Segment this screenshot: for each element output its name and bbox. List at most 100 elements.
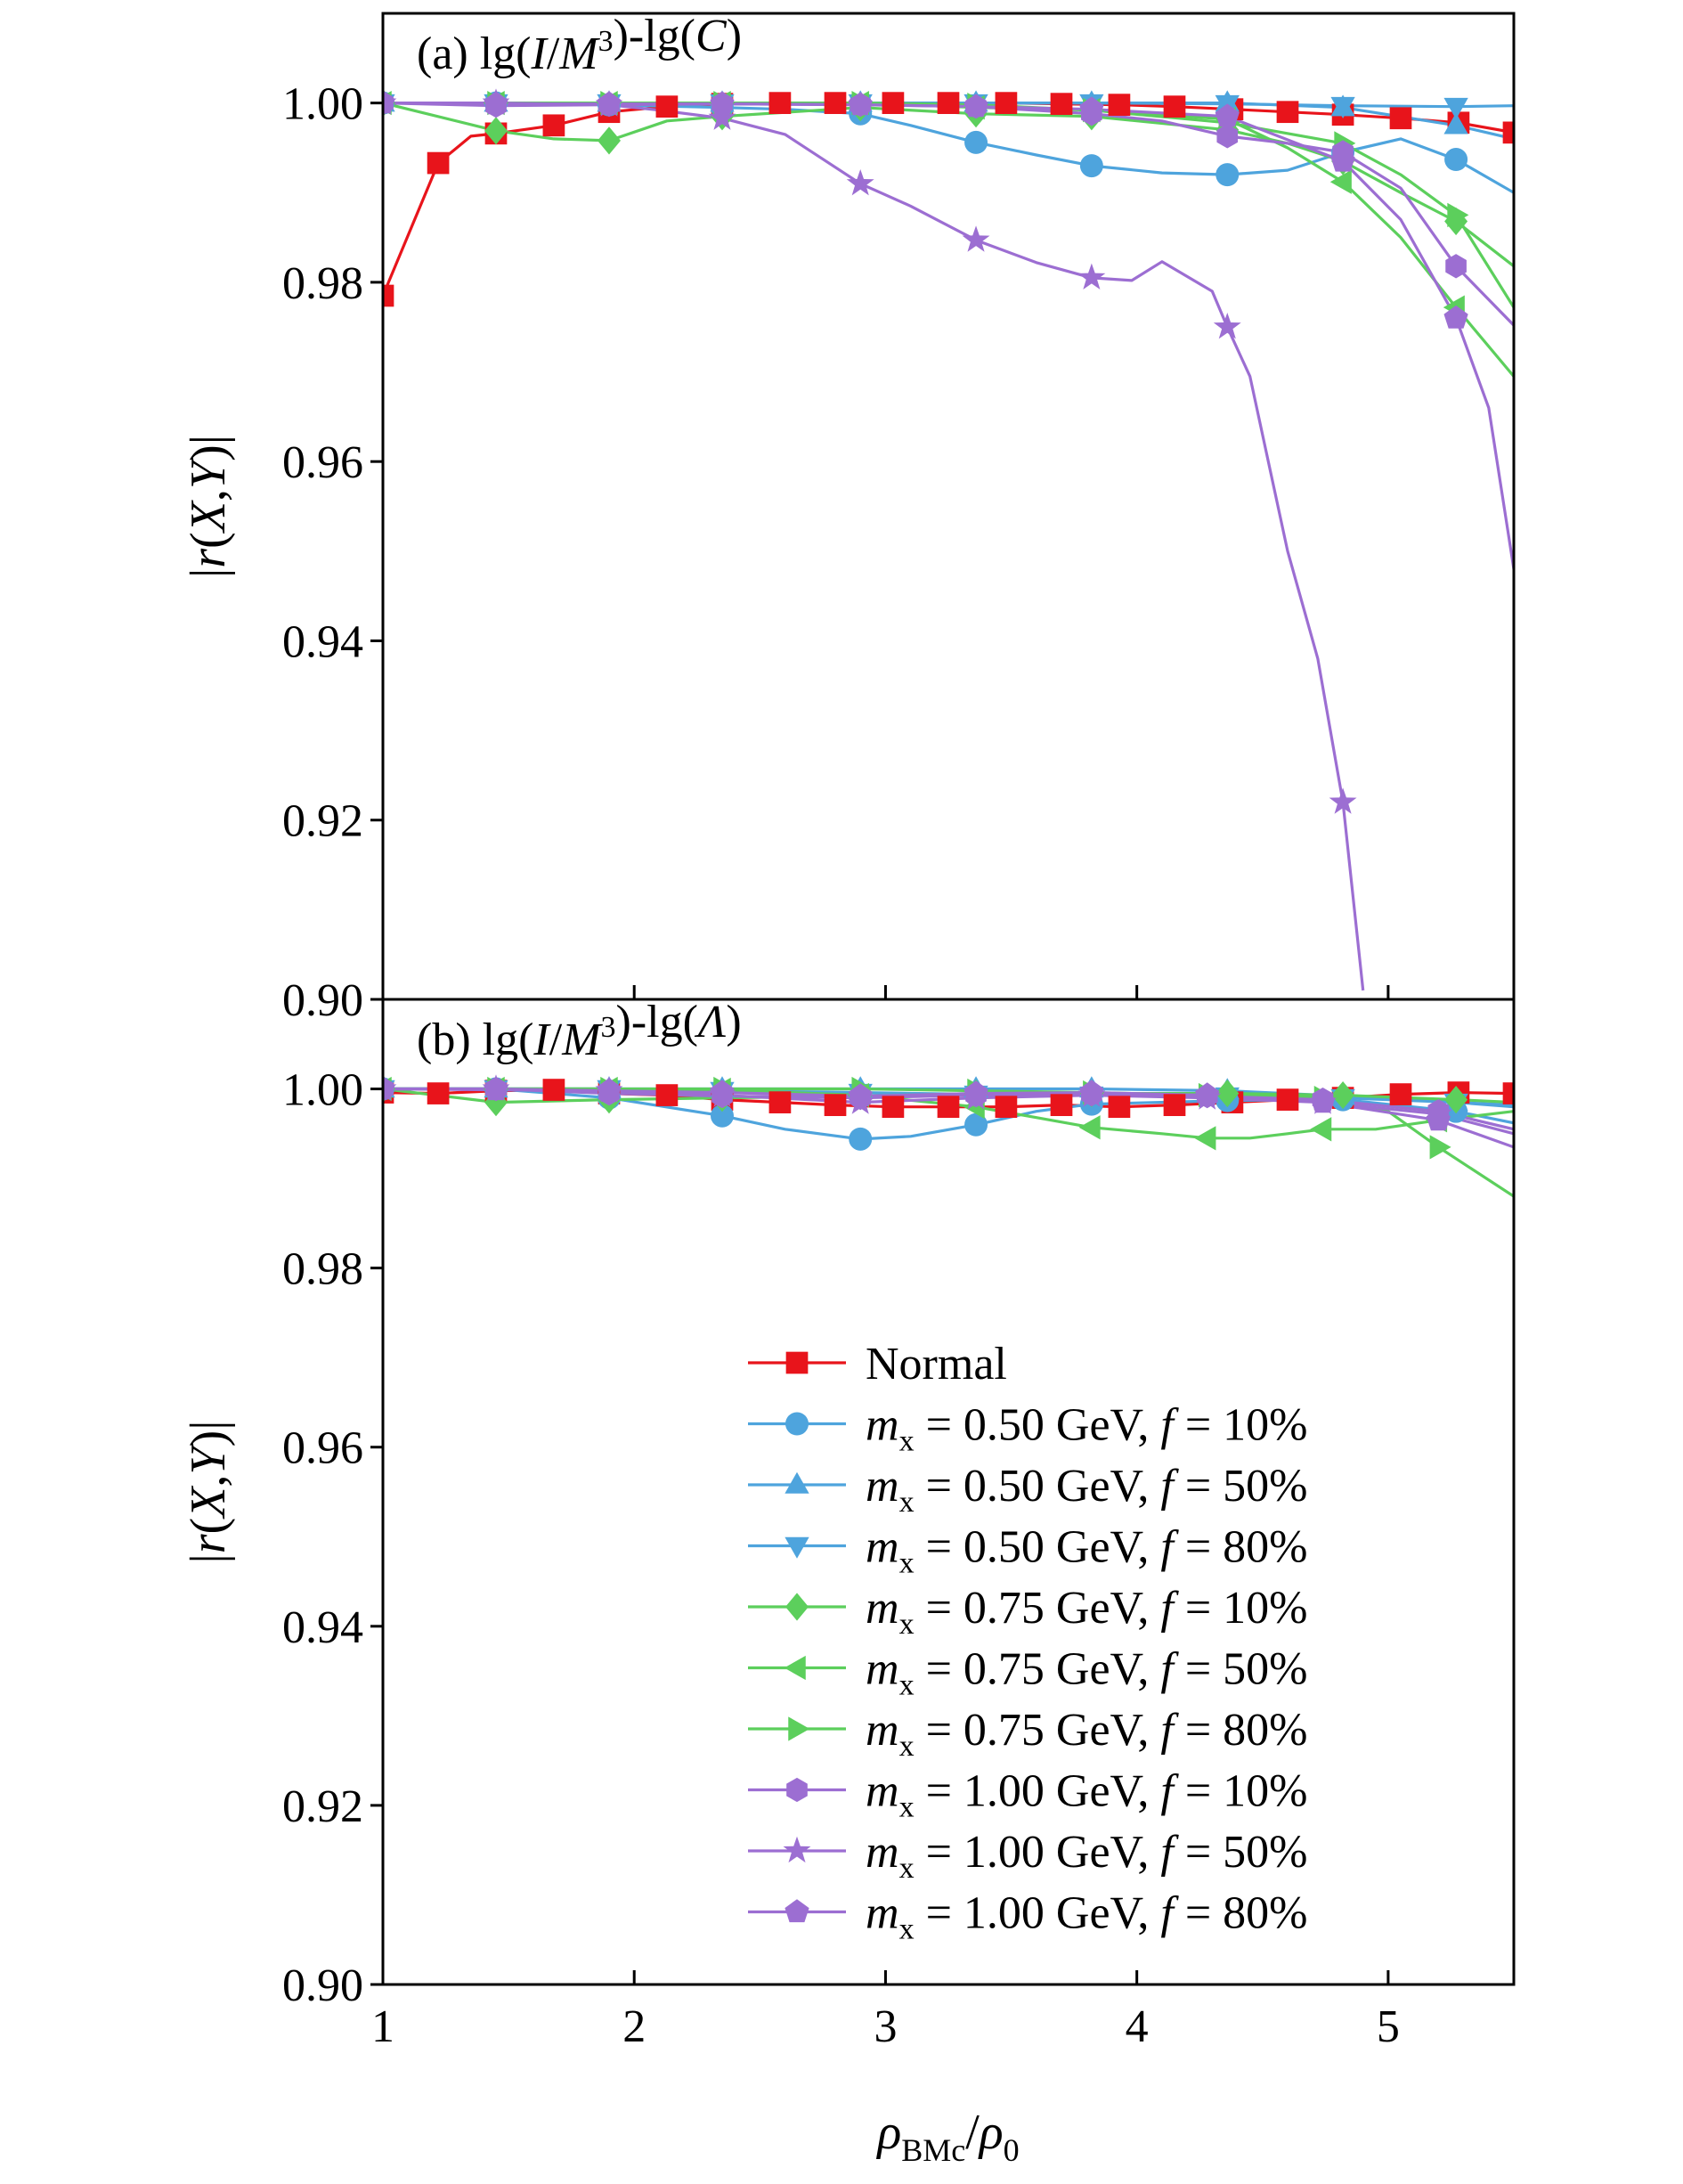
- series-0-point-0: [383, 284, 394, 307]
- series-0-point-13: [1108, 94, 1131, 116]
- series-3-point-8: [1330, 96, 1355, 118]
- legend-value: = 0.50 GeV,: [915, 1522, 1161, 1573]
- legend-marker-3: [785, 1536, 809, 1559]
- legend-pct: = 80%: [1174, 1522, 1308, 1573]
- legend-label-2: mx = 0.50 GeV, f = 50%: [866, 1461, 1307, 1519]
- series-0-point-11: [995, 92, 1018, 114]
- legend-pct: = 10%: [1174, 1766, 1308, 1817]
- legend-marker-0: [785, 1351, 809, 1374]
- series-5-point-8: [1310, 1117, 1332, 1142]
- series-5-point-8: [1329, 169, 1352, 194]
- series-0-point-8: [824, 1094, 847, 1116]
- series-0-point-3: [542, 114, 565, 137]
- y-axis-title-comma: ,: [181, 1475, 236, 1487]
- legend-m: m: [866, 1461, 899, 1512]
- legend-label-3: mx = 0.50 GeV, f = 80%: [866, 1522, 1307, 1580]
- legend-value: = 1.00 GeV,: [915, 1888, 1161, 1939]
- legend-marker-8: [783, 1836, 811, 1863]
- y-tick-label: 0.98: [282, 258, 363, 309]
- y-axis-title-close: )|: [181, 435, 236, 461]
- panel-title-part: )-lg(: [614, 11, 695, 61]
- series-1-point-5: [964, 1112, 988, 1137]
- panel-title-part: ): [727, 11, 742, 61]
- x-axis-title-rho2: ρ: [978, 2105, 1004, 2160]
- series-0-point-5: [655, 1084, 679, 1106]
- series-0-point-14: [1163, 95, 1186, 118]
- panel-title-part: (b) lg(: [417, 1015, 533, 1065]
- series-4-point-1: [484, 117, 508, 145]
- series-0-point-16: [1276, 1088, 1299, 1111]
- series-9-point-3: [710, 1080, 735, 1104]
- legend-pct: = 10%: [1174, 1400, 1308, 1451]
- x-axis-title-rho: ρ: [875, 2105, 901, 2160]
- series-0-point-9: [882, 1096, 905, 1119]
- series-3-point-9: [1443, 97, 1468, 119]
- x-tick-label: 3: [874, 2001, 897, 2052]
- x-axis-title: ρBMc/ρ0: [875, 2105, 1019, 2168]
- legend-value: = 1.00 GeV,: [915, 1827, 1161, 1878]
- y-tick-label: 0.90: [282, 975, 363, 1026]
- series-1-point-4: [849, 1127, 873, 1151]
- x-axis-title-sub2: 0: [1004, 2132, 1020, 2168]
- legend-marker-6: [788, 1716, 810, 1741]
- y-axis-title-y: Y: [181, 1442, 236, 1475]
- y-axis-title-bar: |: [181, 1553, 236, 1563]
- series-9-point-8: [1330, 148, 1355, 172]
- legend-label-1: mx = 0.50 GeV, f = 10%: [866, 1400, 1307, 1458]
- legend-value: = 0.50 GeV,: [915, 1461, 1161, 1512]
- series-7-point-9: [1445, 254, 1467, 279]
- panel-title-part: M: [558, 29, 600, 79]
- series-8-point-7: [1213, 312, 1241, 339]
- panel-title-part: M: [561, 1015, 603, 1065]
- x-axis-title-text: ρBMc/ρ0: [875, 2105, 1019, 2168]
- series-0-point-11: [995, 1096, 1018, 1119]
- legend-value: = 0.75 GeV,: [915, 1583, 1161, 1634]
- legend-pct: = 80%: [1174, 1888, 1308, 1939]
- y-tick-label: 0.92: [282, 796, 363, 847]
- x-tick-label: 2: [622, 2001, 646, 2052]
- y-tick-label: 0.94: [282, 1602, 363, 1653]
- series-0-point-8: [824, 92, 847, 114]
- legend-m: m: [866, 1766, 899, 1817]
- series-0-point-1: [427, 151, 450, 175]
- legend-m-sub: x: [899, 1791, 915, 1824]
- legend-label-8: mx = 1.00 GeV, f = 50%: [866, 1827, 1307, 1885]
- series-9-point-9: [1426, 1107, 1451, 1131]
- panel-title-part: (a) lg(: [417, 29, 531, 79]
- y-axis-title-x: X: [181, 1485, 236, 1520]
- series-4-point-2: [598, 126, 621, 155]
- y-tick-label: 0.96: [282, 1423, 363, 1474]
- legend-m: m: [866, 1522, 899, 1573]
- series-0-point-18: [1389, 107, 1412, 130]
- legend-m: m: [866, 1888, 899, 1939]
- legend-value: = 0.75 GeV,: [915, 1705, 1161, 1756]
- y-axis-title-bar: |: [181, 568, 236, 578]
- panel-title-part: Λ: [694, 997, 727, 1047]
- series-9-point-6: [1079, 96, 1104, 120]
- series-9-point-4: [848, 92, 873, 116]
- series-6-point-9: [1429, 1135, 1451, 1160]
- y-axis-title-r: r: [181, 1534, 236, 1553]
- series-8-point-4: [846, 168, 874, 196]
- series-0-point-12: [1050, 1094, 1073, 1116]
- legend-marker-1: [785, 1412, 809, 1436]
- series-9-point-5: [963, 1080, 988, 1104]
- series-5-point-7: [1194, 1126, 1216, 1151]
- panel-b: 0.900.920.940.960.981.001 2 3 4 5(b) lg(I/M3…: [181, 997, 1516, 2052]
- y-tick-label: 0.92: [282, 1781, 363, 1832]
- y-axis-title: |r(X,Y)|: [181, 1421, 236, 1564]
- series-9-point-7: [1195, 1082, 1220, 1106]
- series-0-point-18: [1389, 1083, 1412, 1105]
- series-0-point-7: [768, 92, 792, 114]
- panel-title-part: I: [530, 29, 549, 79]
- legend-pct: = 10%: [1174, 1583, 1308, 1634]
- legend-m: m: [866, 1827, 899, 1878]
- series-9-point-2: [597, 1078, 622, 1102]
- x-axis-title-sub1: BMc: [901, 2132, 965, 2168]
- legend-label-4: mx = 0.75 GeV, f = 10%: [866, 1583, 1307, 1641]
- y-axis-title-paren: (: [181, 1518, 236, 1535]
- panel-title-sup: 3: [598, 25, 614, 58]
- legend-value: = 0.75 GeV,: [915, 1644, 1161, 1695]
- legend-label-0: Normal: [866, 1339, 1007, 1389]
